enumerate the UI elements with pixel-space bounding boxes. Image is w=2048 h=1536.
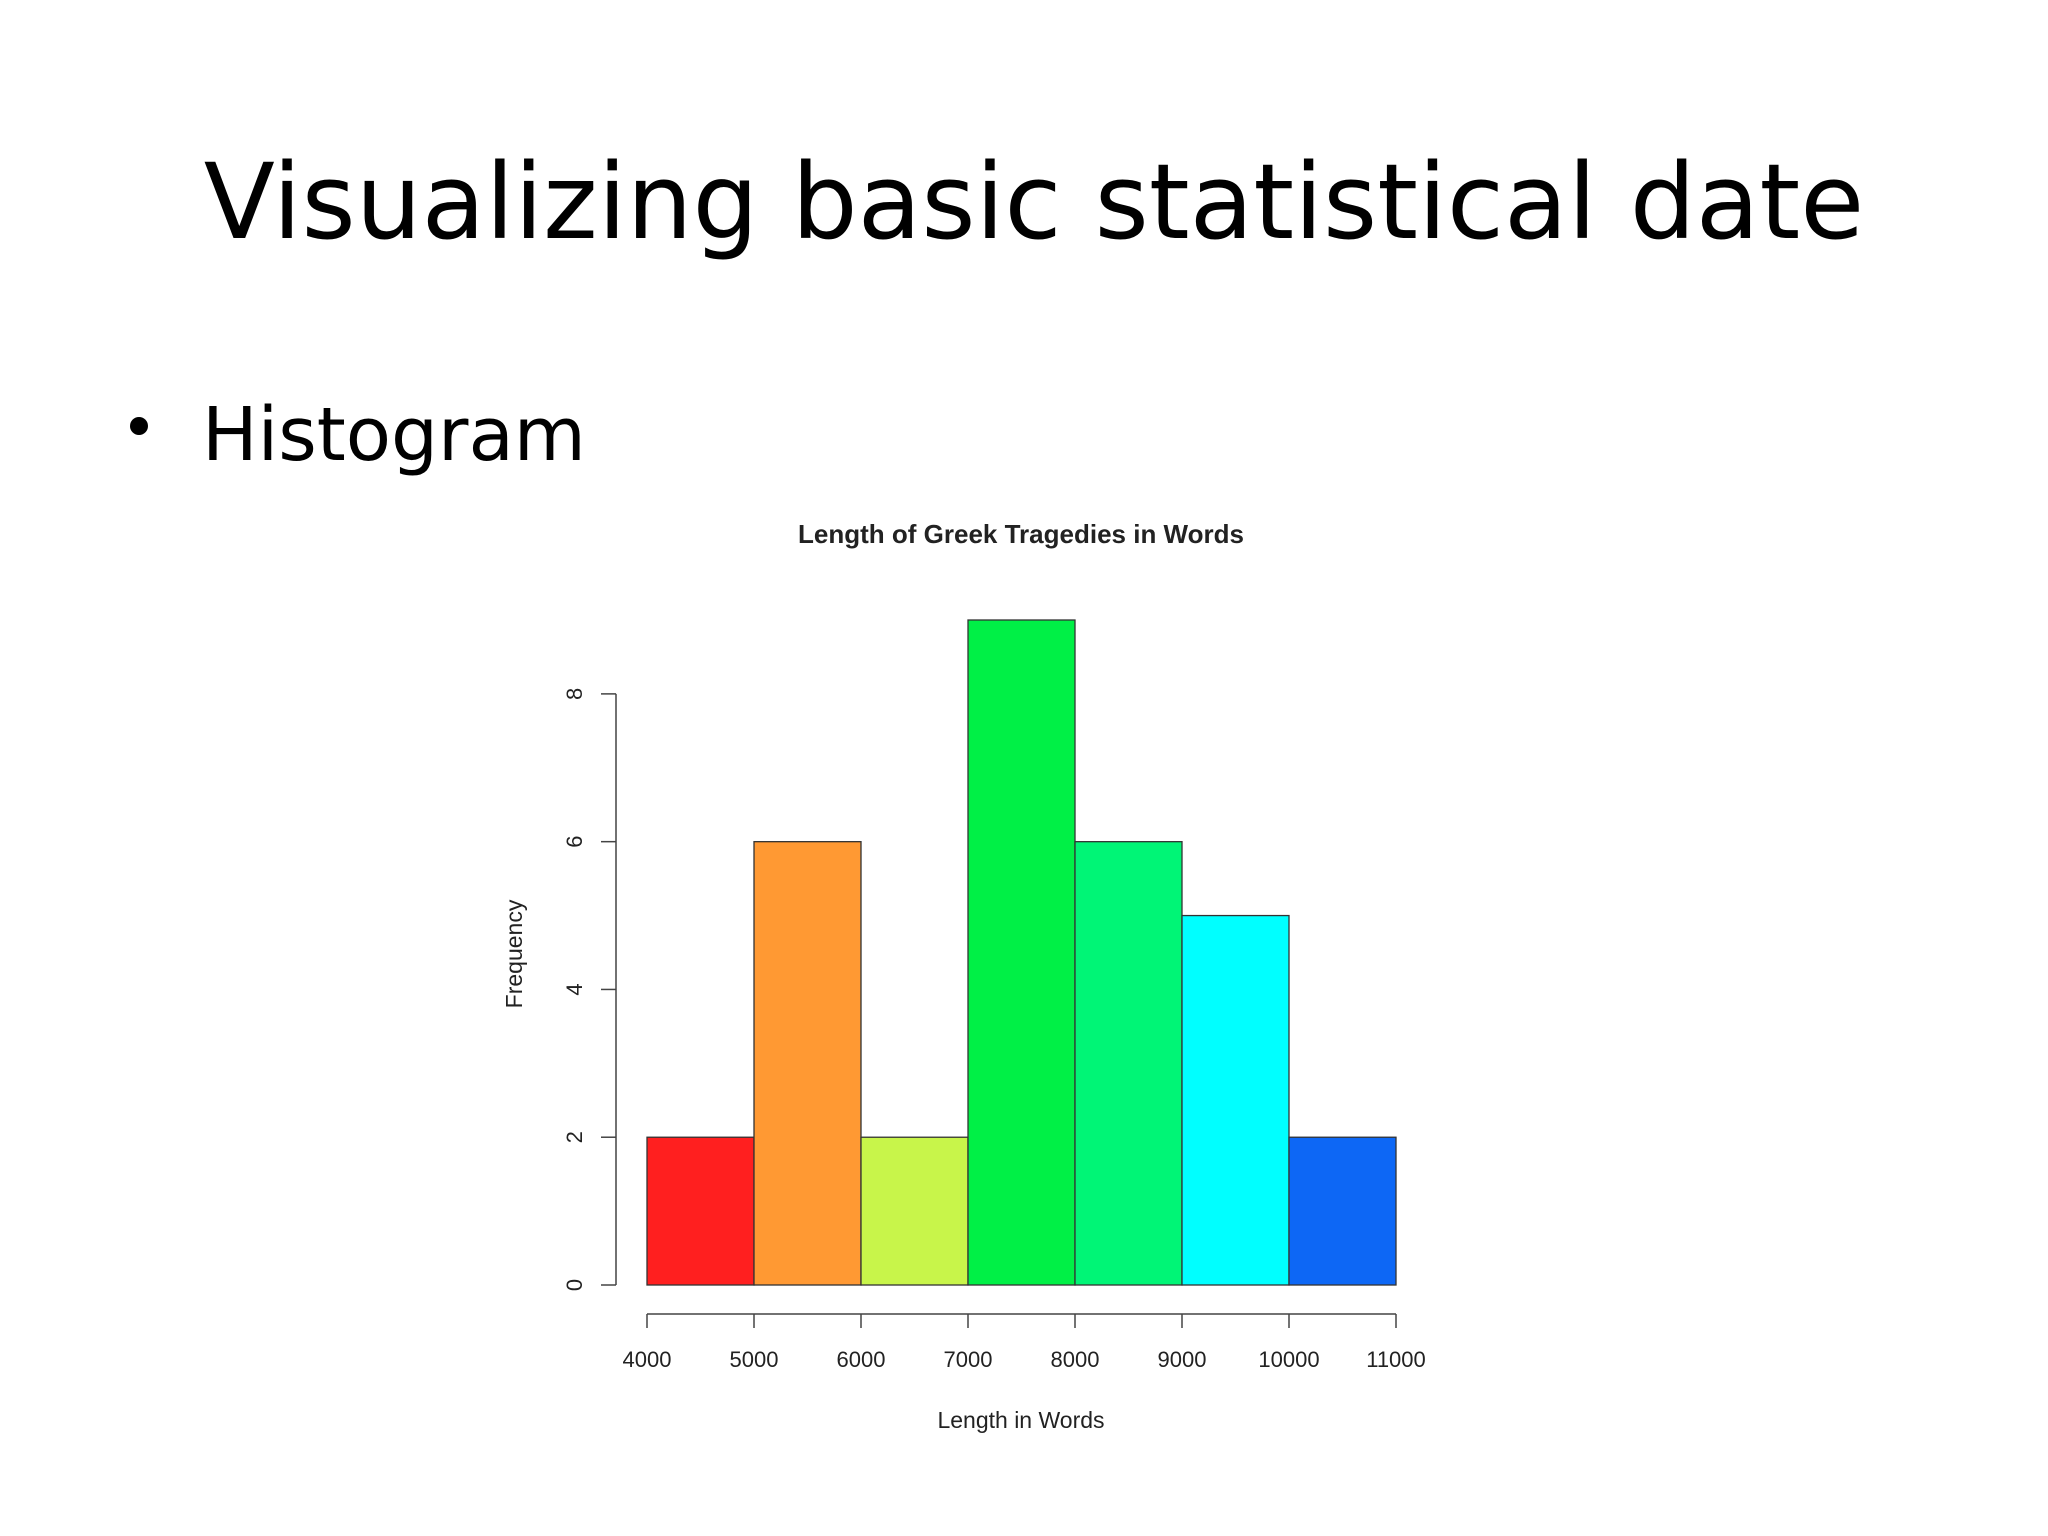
y-tick-label: 8 [562,688,587,700]
y-tick-label: 2 [562,1131,587,1143]
x-axis-label: Length in Words [937,1407,1104,1433]
x-tick-label: 7000 [944,1347,993,1372]
bar [1074,841,1183,1286]
bullet-text: Histogram [202,392,586,478]
y-tick-label: 4 [562,983,587,995]
y-axis-label: Frequency [501,899,527,1008]
bullet-dot [130,417,148,435]
x-tick-label: 6000 [837,1347,886,1372]
y-tick-label: 0 [562,1279,587,1291]
bar [967,619,1076,1286]
x-tick-label: 11000 [1366,1347,1426,1372]
bar [646,1136,755,1286]
bar [1288,1136,1397,1286]
bar [753,841,862,1286]
x-tick-label: 9000 [1158,1347,1207,1372]
slide-title: Visualizing basic statistical date [204,141,1865,263]
chart-title: Length of Greek Tragedies in Words [798,519,1244,549]
x-tick-label: 5000 [730,1347,779,1372]
x-tick-label: 4000 [623,1347,672,1372]
bar [860,1136,969,1286]
bar [1181,914,1290,1286]
y-tick-label: 6 [562,836,587,848]
x-tick-label: 10000 [1258,1347,1319,1372]
x-tick-label: 8000 [1051,1347,1100,1372]
